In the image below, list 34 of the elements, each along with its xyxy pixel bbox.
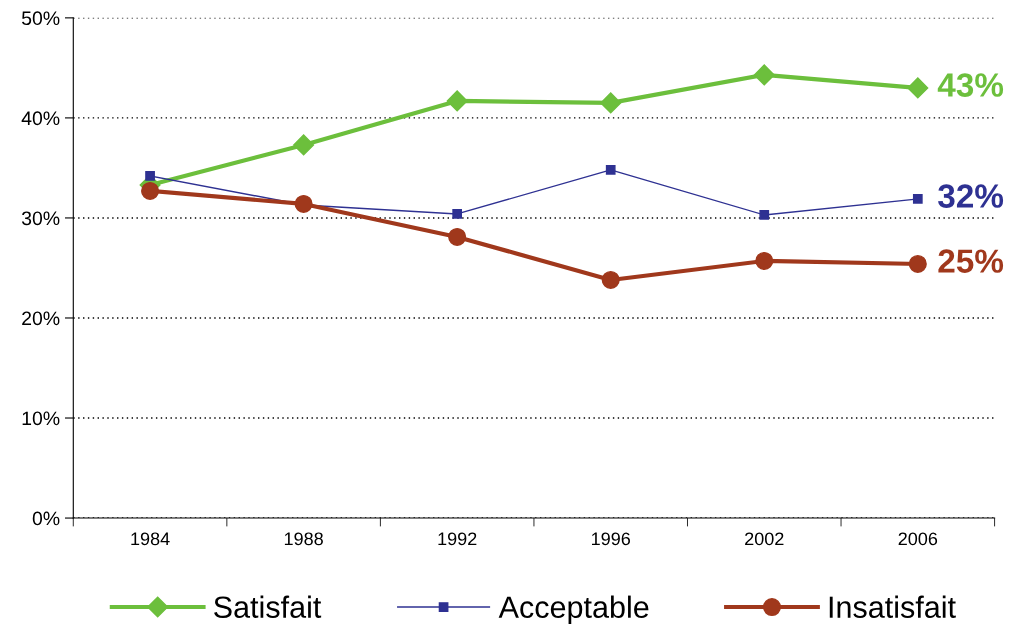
point	[294, 194, 313, 213]
point	[446, 90, 468, 112]
legend-label: Acceptable	[498, 595, 649, 625]
y-tick-label: 10%	[22, 411, 60, 426]
point	[755, 251, 774, 270]
point	[448, 227, 467, 246]
legend-label: Satisfait	[214, 595, 322, 619]
y-tick-label: 40%	[21, 111, 60, 126]
point	[600, 92, 622, 114]
x-tick-label: 2002	[745, 532, 784, 546]
x-tick-label: 1992	[438, 532, 477, 546]
point	[753, 64, 775, 86]
y-tick-label: 30%	[21, 211, 60, 226]
legend-label: Insatisfait	[829, 595, 956, 619]
point	[452, 209, 463, 219]
x-tick-label: 1984	[131, 532, 170, 546]
data-label: 32%	[938, 184, 1004, 208]
x-tick-label: 2006	[898, 532, 938, 546]
y-tick-label: 50%	[21, 11, 60, 26]
point	[912, 194, 923, 204]
point	[601, 270, 620, 289]
x-tick-label: 1988	[284, 532, 323, 546]
point	[605, 165, 616, 175]
x-tick-label: 1996	[592, 532, 631, 546]
point	[907, 77, 929, 99]
point	[759, 210, 770, 220]
data-label: 25%	[938, 249, 1004, 273]
y-tick-label: 0%	[32, 511, 60, 526]
point	[908, 254, 927, 273]
point	[145, 171, 155, 181]
y-tick-label: 20%	[22, 311, 60, 326]
data-label: 43%	[937, 73, 1004, 97]
point	[293, 134, 315, 156]
point	[141, 181, 160, 200]
